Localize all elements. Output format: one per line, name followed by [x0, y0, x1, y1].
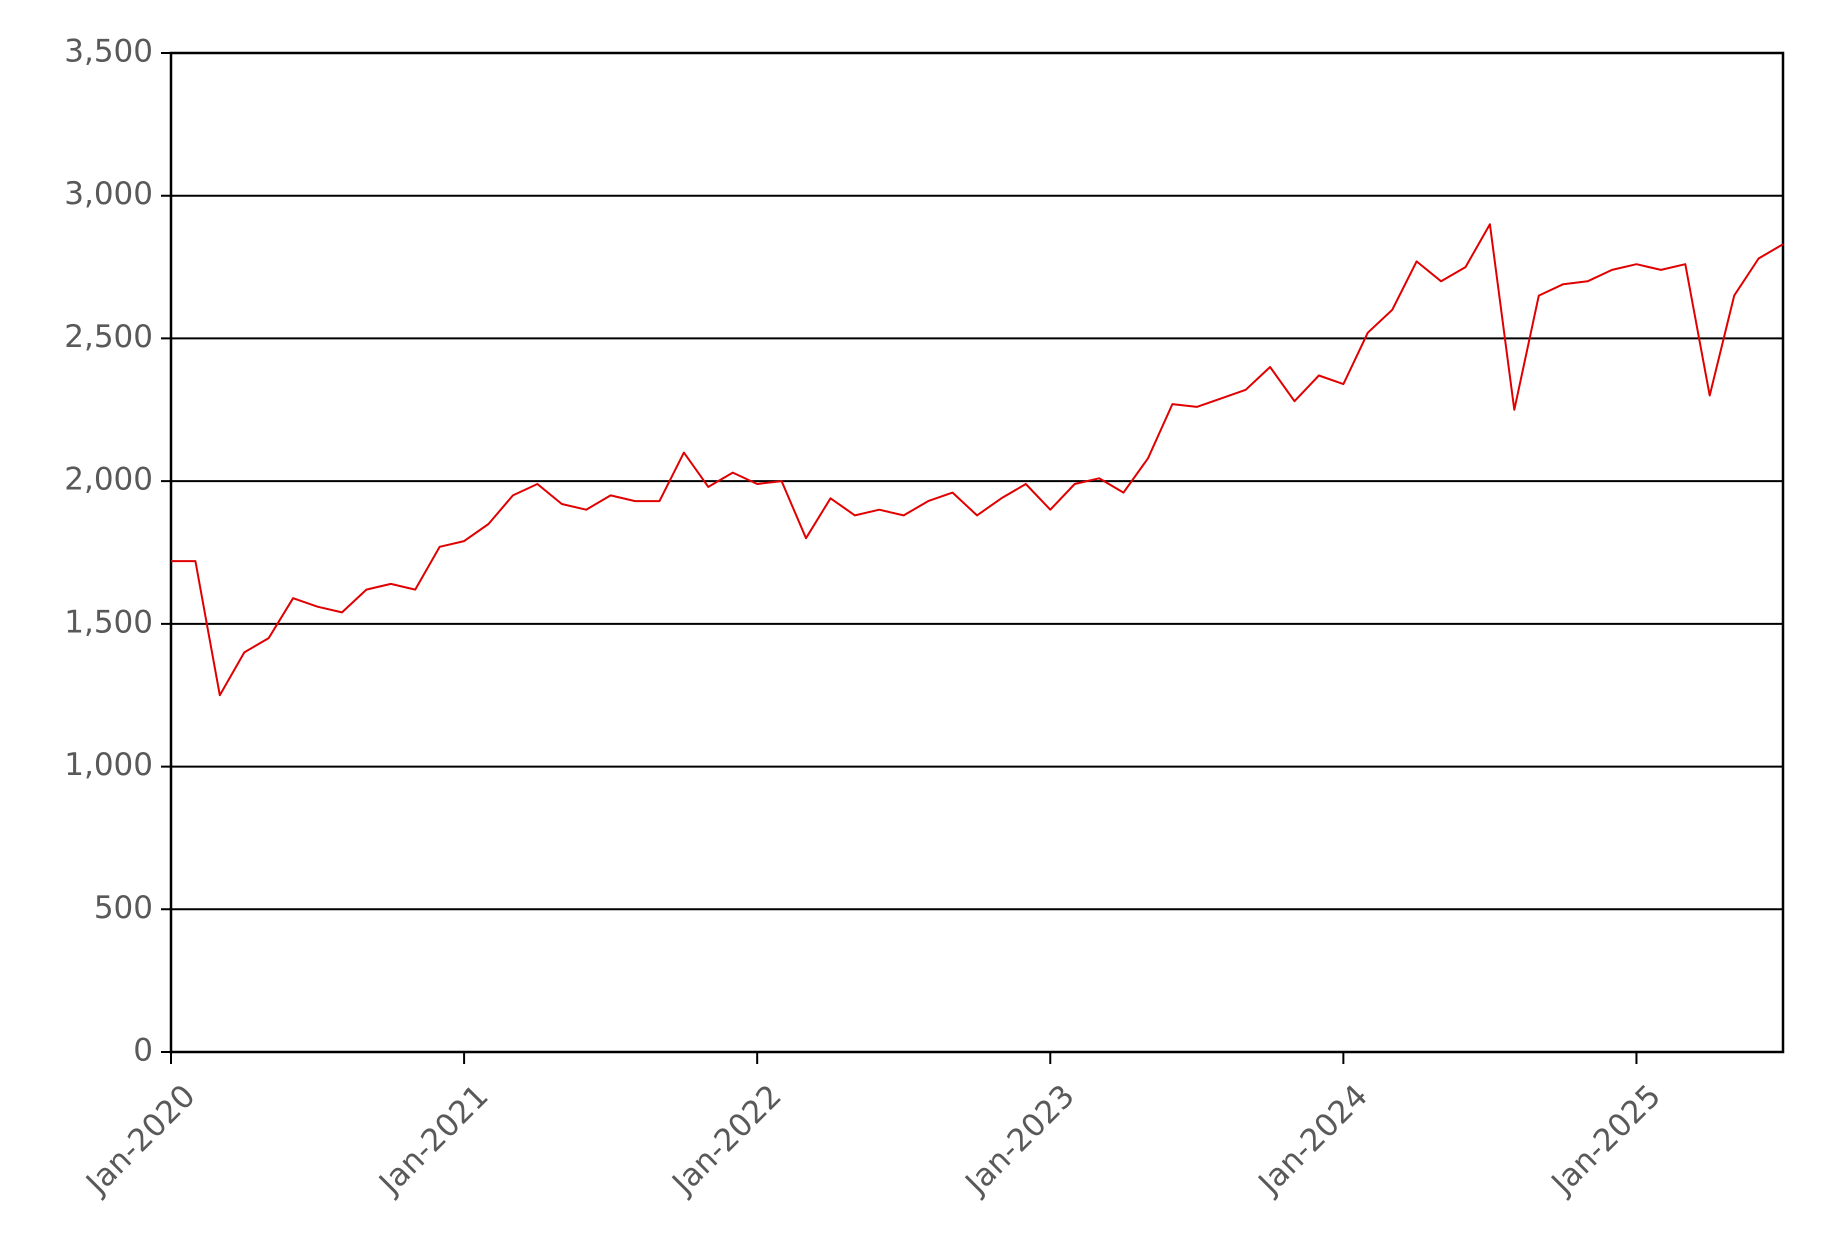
y-tick-label: 500: [94, 890, 153, 926]
y-tick-label: 2,500: [64, 319, 153, 355]
y-tick-label: 3,000: [64, 176, 153, 212]
x-tick-label: Jan-2020: [78, 1078, 202, 1202]
x-tick-label: Jan-2021: [371, 1078, 495, 1202]
plot-frame: [169, 51, 1785, 1054]
x-tick-label: Jan-2024: [1251, 1078, 1375, 1202]
y-tick-label: 1,000: [64, 747, 153, 783]
y-tick-label: 0: [133, 1033, 153, 1069]
x-tick-label: Jan-2025: [1544, 1078, 1668, 1202]
y-tick-label: 3,500: [64, 34, 153, 70]
y-tick-label: 1,500: [64, 604, 153, 640]
x-tick-label: Jan-2023: [957, 1078, 1081, 1202]
data-line: [171, 223, 1784, 697]
y-tick-label: 2,000: [64, 462, 153, 498]
x-tick-label: Jan-2022: [664, 1078, 788, 1202]
